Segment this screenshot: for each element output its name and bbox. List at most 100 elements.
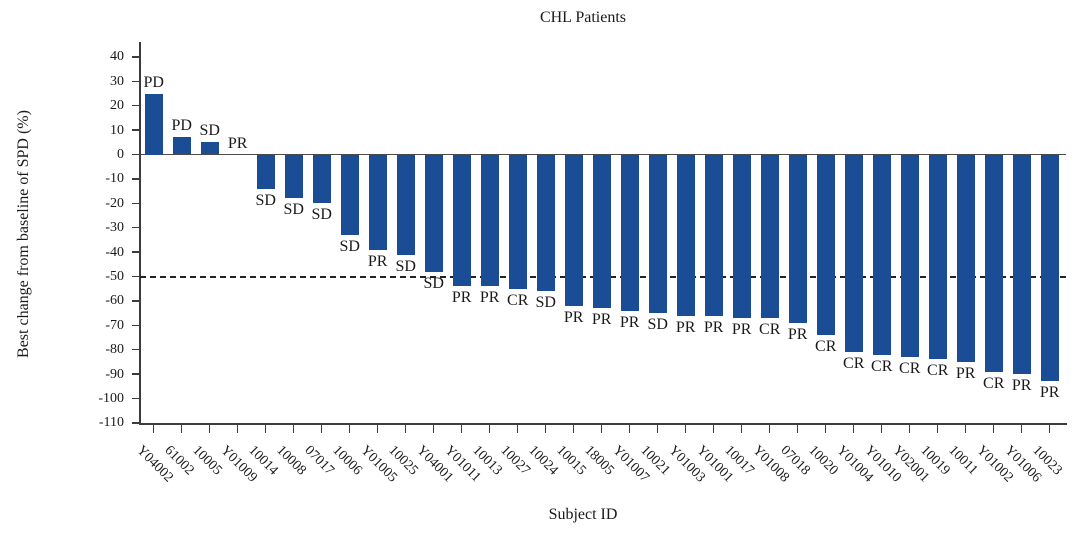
bar xyxy=(872,154,891,355)
response-label: PR xyxy=(591,311,612,329)
bar xyxy=(452,154,471,287)
y-tick-label: 0 xyxy=(117,147,124,162)
x-tick xyxy=(992,424,995,433)
bar xyxy=(200,142,219,155)
x-tick xyxy=(824,424,827,433)
x-tick xyxy=(936,424,939,433)
x-tick-label: 10006 xyxy=(329,443,365,479)
bar xyxy=(424,154,443,272)
response-label: CR xyxy=(983,374,1005,392)
bar xyxy=(284,154,303,199)
response-label: PR xyxy=(479,289,500,307)
x-tick-label: 18005 xyxy=(581,443,617,479)
response-label: PR xyxy=(955,364,976,382)
bar xyxy=(676,154,695,316)
x-tick xyxy=(1048,424,1051,433)
response-label: SD xyxy=(535,294,556,312)
response-label: SD xyxy=(395,257,416,275)
bar xyxy=(368,154,387,250)
y-tick xyxy=(132,80,140,83)
y-tick xyxy=(132,226,140,229)
bar xyxy=(592,154,611,309)
bar xyxy=(536,154,555,292)
response-label: PR xyxy=(787,325,808,343)
bar xyxy=(900,154,919,358)
y-tick xyxy=(132,129,140,131)
x-tick-label: 10005 xyxy=(189,443,225,479)
bar xyxy=(788,154,807,323)
response-label: SD xyxy=(311,206,332,224)
bar xyxy=(760,154,779,318)
y-tick xyxy=(132,275,140,278)
y-tick-label: -40 xyxy=(105,244,124,260)
bar xyxy=(1012,154,1031,375)
y-tick-label: 40 xyxy=(110,49,124,65)
x-tick xyxy=(320,424,323,433)
response-label: SD xyxy=(339,238,360,256)
y-tick-label: -70 xyxy=(105,317,124,333)
x-tick xyxy=(768,424,771,433)
response-label: CR xyxy=(843,355,865,373)
y-axis-spine xyxy=(139,42,141,425)
bar xyxy=(564,154,583,306)
y-axis-title: Best change from baseline of SPD (%) xyxy=(15,110,32,358)
response-label: PR xyxy=(1039,384,1060,402)
x-tick xyxy=(432,424,435,433)
zero-baseline xyxy=(140,153,1066,156)
y-tick-label: -20 xyxy=(105,195,124,211)
response-label: PR xyxy=(563,308,584,326)
y-tick-label: -30 xyxy=(105,220,124,236)
x-tick xyxy=(180,424,183,433)
x-tick xyxy=(712,424,715,433)
bar xyxy=(312,154,331,204)
x-tick xyxy=(880,424,883,433)
x-axis-title: Subject ID xyxy=(548,506,618,523)
y-tick xyxy=(132,300,140,302)
bar xyxy=(732,154,751,318)
response-label: SD xyxy=(423,274,444,292)
y-tick xyxy=(132,202,140,205)
y-tick-label: -10 xyxy=(105,171,124,187)
response-label: SD xyxy=(199,122,220,140)
y-tick xyxy=(132,251,140,253)
x-tick xyxy=(600,424,603,433)
bar xyxy=(704,154,723,316)
x-tick xyxy=(684,424,687,433)
response-label: PR xyxy=(367,252,388,270)
y-tick-label: -60 xyxy=(105,293,124,309)
response-label: PD xyxy=(143,73,164,91)
y-tick-label: -110 xyxy=(98,415,124,431)
x-tick xyxy=(404,424,407,433)
y-tick-label: -90 xyxy=(105,366,124,382)
response-label: CR xyxy=(871,357,893,375)
x-tick xyxy=(460,424,463,433)
bar xyxy=(508,154,527,289)
x-tick xyxy=(516,424,519,433)
bar xyxy=(1040,154,1059,382)
bar xyxy=(928,154,947,360)
y-tick xyxy=(132,324,140,327)
response-label: CR xyxy=(815,338,837,356)
bar xyxy=(648,154,667,314)
x-axis-spine xyxy=(139,423,1067,425)
x-tick xyxy=(376,424,379,433)
y-tick-label: 10 xyxy=(110,122,124,138)
x-tick xyxy=(628,424,631,433)
bar xyxy=(396,154,415,255)
x-tick xyxy=(488,424,491,433)
bar xyxy=(172,137,191,155)
y-tick xyxy=(132,348,140,351)
response-label: CR xyxy=(899,360,921,378)
x-tick xyxy=(348,424,351,433)
x-tick xyxy=(740,424,743,433)
y-tick-label: -50 xyxy=(105,269,124,284)
y-tick-label: -80 xyxy=(105,342,124,358)
response-label: SD xyxy=(647,316,668,334)
bar xyxy=(844,154,863,353)
response-label: PR xyxy=(675,318,696,336)
x-tick xyxy=(852,424,855,433)
y-tick-label: 30 xyxy=(110,73,124,89)
x-tick xyxy=(544,424,547,433)
response-label: PR xyxy=(1011,377,1032,395)
